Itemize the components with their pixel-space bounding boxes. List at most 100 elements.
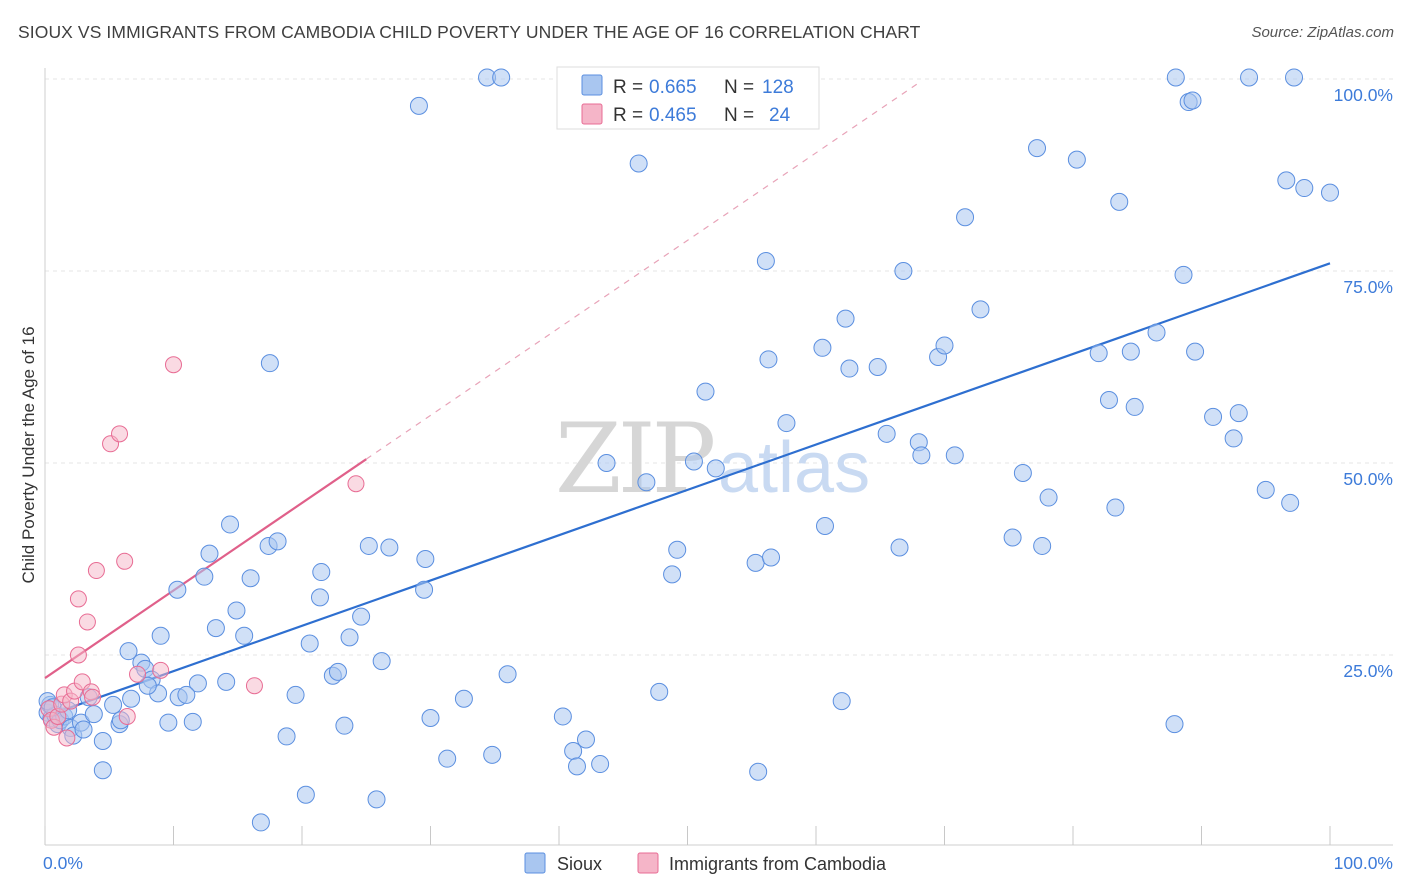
source-credit: Source: ZipAtlas.com — [1251, 24, 1394, 41]
sioux-point — [296, 785, 315, 804]
sioux-point — [1033, 536, 1052, 555]
watermark-atlas: atlas — [718, 428, 870, 508]
sioux-point — [1281, 493, 1300, 512]
y-axis-title: Child Poverty Under the Age of 16 — [19, 326, 38, 583]
sioux-point — [1183, 91, 1202, 110]
sioux-point — [1067, 150, 1086, 169]
sioux-point — [168, 580, 187, 599]
sioux-point — [277, 727, 296, 746]
sioux-point — [183, 712, 202, 731]
sioux-point — [971, 300, 990, 319]
cambodia-trend-extension — [365, 82, 920, 460]
data-points — [38, 68, 1339, 832]
sioux-point — [1089, 344, 1108, 363]
sioux-point — [668, 540, 687, 559]
sioux-point — [416, 550, 435, 568]
sioux-point — [553, 707, 572, 726]
sioux-point — [868, 358, 887, 376]
sioux-point — [438, 749, 457, 768]
sioux-point — [1039, 488, 1058, 507]
sioux-point — [206, 619, 225, 638]
sioux-point — [260, 354, 279, 373]
sioux-point — [1295, 179, 1314, 198]
sioux-point — [312, 563, 331, 582]
cambodia-point — [69, 590, 87, 608]
sioux-point — [762, 548, 781, 567]
sioux-point — [945, 446, 964, 465]
sioux-point — [335, 716, 354, 735]
stats-legend: R = 0.665 N = 128 R = 0.465 N = 24 — [556, 66, 820, 130]
sioux-point — [1121, 342, 1140, 361]
sioux-point — [1174, 265, 1193, 284]
cambodia-point — [58, 729, 76, 747]
sioux-point — [663, 565, 682, 584]
sioux-point — [328, 662, 347, 681]
cambodia-point — [78, 613, 96, 631]
sioux-point — [1229, 404, 1248, 423]
sioux-point — [1106, 498, 1125, 517]
sioux-point — [815, 516, 834, 535]
sioux-point — [372, 652, 391, 671]
sioux-n-label: N = — [724, 77, 754, 98]
sioux-point — [1321, 183, 1339, 202]
sioux-point — [637, 473, 656, 492]
sioux-point — [138, 676, 157, 695]
sioux-point — [567, 757, 586, 776]
sioux-point — [706, 459, 725, 478]
sioux-point — [756, 252, 775, 271]
sioux-point — [777, 414, 796, 433]
sioux-point — [746, 553, 765, 572]
sioux-r-value: 0.665 — [649, 77, 697, 98]
cambodia-point — [347, 475, 365, 493]
sioux-point — [629, 154, 648, 173]
sioux-point — [1125, 397, 1144, 416]
cambodia-r-value: 0.465 — [649, 105, 697, 126]
y-tick-label-25: 25.0% — [1343, 661, 1393, 681]
sioux-point — [454, 689, 473, 708]
sioux-point — [1028, 139, 1047, 158]
y-tick-label-50: 50.0% — [1343, 469, 1393, 489]
sioux-n-value: 128 — [762, 77, 794, 98]
y-tick-label-100: 100.0% — [1334, 85, 1393, 105]
sioux-point — [1186, 342, 1205, 361]
x-tick-label-max: 100.0% — [1334, 853, 1393, 873]
sioux-point — [359, 536, 378, 555]
sioux-point — [159, 713, 178, 732]
sioux-point — [251, 813, 270, 832]
cambodia-point — [118, 707, 136, 725]
sioux-point — [300, 634, 319, 653]
sioux-point — [1256, 480, 1275, 499]
sioux-point — [221, 515, 240, 534]
sioux-point — [840, 359, 859, 378]
sioux-point — [912, 446, 931, 465]
sioux-point — [1147, 323, 1166, 342]
series-legend: Sioux Immigrants from Cambodia — [524, 852, 887, 874]
cambodia-point — [84, 688, 102, 706]
cambodia-point — [69, 646, 87, 664]
grid-lines — [45, 78, 1393, 656]
sioux-point — [310, 588, 329, 607]
sioux-point — [894, 262, 913, 280]
cambodia-legend-swatch — [581, 103, 603, 125]
sioux-point — [1165, 715, 1184, 734]
sioux-point — [759, 350, 778, 369]
sioux-point — [492, 68, 511, 87]
sioux-point — [498, 665, 517, 684]
sioux-point — [195, 567, 214, 586]
cambodia-point — [87, 562, 105, 580]
sioux-point — [177, 685, 196, 704]
cambodia-point — [129, 665, 147, 683]
sioux-point — [122, 689, 141, 708]
sioux-point — [93, 761, 112, 780]
sioux-legend-swatch — [581, 74, 603, 96]
sioux-point — [591, 755, 610, 774]
sioux-point — [684, 452, 703, 471]
sioux-point — [836, 309, 855, 328]
sioux-r-label: R = — [613, 77, 643, 98]
sioux-point — [597, 454, 616, 472]
x-tick-label-min: 0.0% — [43, 853, 83, 873]
sioux-point — [352, 607, 371, 626]
sioux-point — [380, 538, 399, 557]
sioux-point — [227, 601, 246, 620]
